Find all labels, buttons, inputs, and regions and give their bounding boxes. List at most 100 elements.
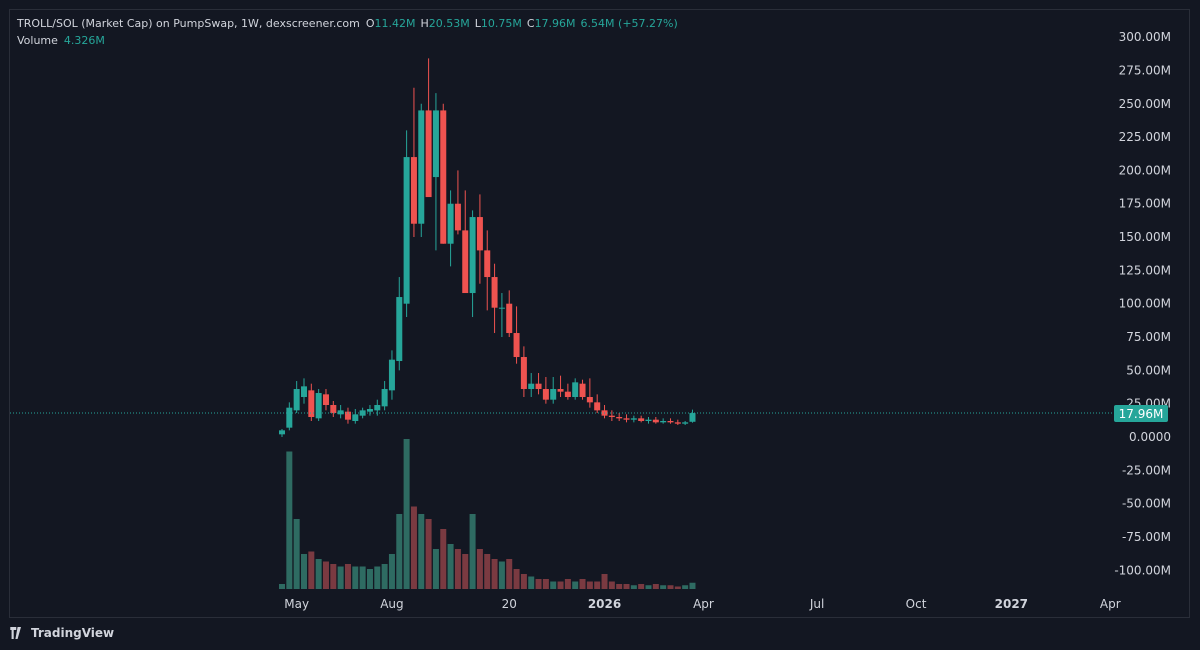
candle[interactable] [337, 405, 344, 419]
volume-bars [279, 439, 696, 589]
price-tick-label: 225.00M [1119, 130, 1171, 144]
candle[interactable] [352, 409, 359, 424]
candle-body [579, 383, 586, 398]
candle[interactable] [366, 405, 373, 416]
time-tick-label: 2027 [995, 597, 1028, 611]
price-tick-label: 250.00M [1119, 97, 1171, 111]
tradingview-logo-icon[interactable] [10, 627, 26, 639]
candle[interactable] [330, 401, 337, 418]
candle[interactable] [638, 415, 645, 423]
candle[interactable] [601, 405, 608, 419]
candle[interactable] [476, 194, 483, 284]
candle[interactable] [674, 419, 681, 426]
volume-bar [630, 585, 637, 589]
candle[interactable] [623, 414, 630, 423]
candle[interactable] [542, 377, 549, 404]
candle[interactable] [564, 383, 571, 400]
candle-body [491, 277, 498, 308]
candle-body [279, 430, 285, 435]
candle[interactable] [645, 417, 652, 424]
candle[interactable] [630, 415, 637, 423]
volume-bar [564, 579, 571, 589]
candle[interactable] [308, 383, 315, 422]
candle[interactable] [293, 381, 300, 414]
candle[interactable] [498, 293, 505, 338]
candle[interactable] [491, 263, 498, 334]
candle[interactable] [484, 230, 491, 311]
candle-body [308, 390, 315, 418]
symbol-title[interactable]: TROLL/SOL (Market Cap) on PumpSwap, 1W, … [17, 17, 360, 30]
candle[interactable] [315, 389, 322, 422]
candle[interactable] [535, 373, 542, 395]
time-tick-label: May [284, 597, 309, 611]
volume-label[interactable]: Volume [17, 34, 58, 47]
volume-bar [550, 581, 557, 589]
volume-bar [476, 549, 483, 589]
candle[interactable] [418, 103, 425, 238]
candle-body [557, 389, 564, 392]
candle[interactable] [403, 130, 410, 318]
candle[interactable] [667, 418, 674, 424]
candle[interactable] [279, 429, 285, 437]
volume-bar [279, 584, 285, 589]
volume-bar [403, 439, 410, 589]
time-tick-label: Oct [906, 597, 927, 611]
candle-body [425, 110, 432, 198]
volume-bar [410, 506, 417, 589]
high-label: H [420, 17, 429, 30]
candle[interactable] [462, 190, 469, 294]
candle[interactable] [344, 407, 351, 424]
candle[interactable] [579, 379, 586, 400]
change-value: 6.54M (+57.27%) [580, 17, 678, 30]
candle[interactable] [359, 407, 366, 419]
candle[interactable] [322, 389, 329, 411]
candle[interactable] [469, 210, 476, 318]
candle[interactable] [286, 402, 293, 431]
price-tick-label: 275.00M [1119, 63, 1171, 77]
candle[interactable] [682, 421, 689, 426]
candle[interactable] [689, 409, 696, 423]
candle-body [682, 422, 689, 424]
candle[interactable] [440, 103, 447, 244]
candle[interactable] [374, 399, 381, 416]
candle[interactable] [388, 350, 395, 400]
candle[interactable] [608, 410, 615, 422]
candle[interactable] [594, 394, 601, 414]
time-tick-label: Apr [1100, 597, 1121, 611]
candle-body [652, 419, 659, 423]
candle[interactable] [572, 378, 579, 400]
candle[interactable] [520, 346, 527, 398]
candle[interactable] [454, 170, 461, 235]
volume-value: 4.326M [63, 34, 105, 47]
candle[interactable] [300, 378, 307, 404]
candle[interactable] [425, 58, 432, 198]
volume-bar [645, 585, 652, 589]
candle[interactable] [557, 375, 564, 398]
brand-name[interactable]: TradingView [31, 626, 115, 640]
candle[interactable] [447, 190, 454, 267]
candle[interactable] [652, 417, 659, 424]
candle[interactable] [506, 290, 513, 338]
volume-bar [396, 514, 403, 589]
candle[interactable] [528, 373, 535, 398]
candle[interactable] [660, 418, 667, 424]
time-tick-label: 2026 [588, 597, 621, 611]
candle[interactable] [513, 306, 520, 364]
candle-body [381, 389, 388, 407]
candle[interactable] [410, 87, 417, 238]
volume-bar [447, 544, 454, 589]
candle-body [476, 217, 483, 251]
price-tick-label: 175.00M [1119, 197, 1171, 211]
candle[interactable] [432, 93, 439, 251]
candle[interactable] [381, 381, 388, 411]
price-tick-label: 125.00M [1119, 263, 1171, 277]
candle[interactable] [550, 377, 557, 404]
candle[interactable] [586, 378, 593, 408]
volume-bar [667, 585, 674, 589]
time-tick-label: Apr [693, 597, 714, 611]
candle[interactable] [396, 277, 403, 371]
candle-body [535, 383, 542, 390]
price-tick-label: -50.00M [1122, 497, 1171, 511]
candle[interactable] [616, 413, 623, 422]
